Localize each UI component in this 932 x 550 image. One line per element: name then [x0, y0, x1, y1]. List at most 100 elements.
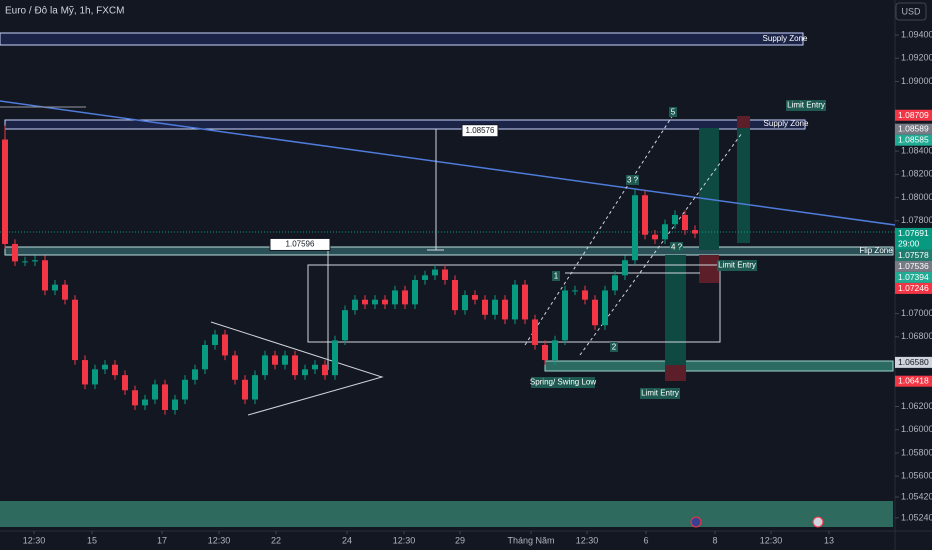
label-box: [531, 377, 595, 388]
candle-body: [562, 290, 568, 341]
x-tick-label: 12:30: [208, 535, 231, 545]
limit-entry-label: Limit Entry: [718, 261, 756, 270]
candle-body: [322, 364, 328, 376]
y-tick-label: 1.08400: [901, 146, 932, 156]
price-tag-label: 1.08585: [898, 135, 929, 145]
wave-label: 2: [612, 343, 617, 352]
y-tick-label: 1.06800: [901, 331, 932, 341]
price-tag-label: 1.07394: [898, 272, 929, 282]
y-tick-label: 1.08000: [901, 192, 932, 202]
candle-body: [512, 284, 518, 320]
price-tag: [895, 271, 932, 283]
label-box: [640, 388, 680, 399]
candle-body: [362, 299, 368, 305]
candle-body: [312, 364, 318, 370]
candle-body: [272, 355, 278, 365]
candle-body: [202, 344, 208, 370]
x-tick-label: 13: [824, 535, 834, 545]
swing-low-label: Spring/ Swing Low: [530, 378, 596, 387]
price-tag: [895, 249, 932, 261]
candle-body: [632, 195, 638, 261]
candle-body: [252, 375, 258, 400]
x-tick-label: 6: [643, 535, 648, 545]
event-icon[interactable]: [690, 516, 702, 528]
supply-zone: [4, 119, 806, 130]
x-tick-label: 12:30: [393, 535, 416, 545]
candle-body: [172, 399, 178, 410]
candle-body: [442, 269, 448, 280]
candle-body: [692, 230, 698, 234]
x-tick-label: 22: [271, 535, 281, 545]
candle-body: [182, 379, 188, 400]
price-tag: [895, 227, 932, 250]
candle-body: [502, 299, 508, 320]
candle-body: [392, 290, 398, 305]
price-tag: [895, 260, 932, 272]
event-icon[interactable]: [812, 516, 824, 528]
candle-body: [2, 139, 8, 244]
currency-button[interactable]: [895, 2, 927, 21]
y-tick-label: 1.07000: [901, 308, 932, 318]
symbol-title: Euro / Đô la Mỹ, 1h, FXCM: [5, 6, 124, 17]
wave-label: 1: [554, 272, 559, 281]
price-tag-label: 1.07536: [898, 261, 929, 271]
price-tag-label: 1.07578: [898, 250, 929, 260]
x-tick-label: 12:30: [23, 535, 46, 545]
channel-line: [524, 111, 676, 346]
y-tick-label: 1.09400: [901, 29, 932, 39]
candle-body: [222, 334, 228, 356]
long-stop: [665, 365, 686, 381]
candle-body: [102, 364, 108, 370]
y-tick-label: 1.09000: [901, 76, 932, 86]
y-tick-label: 1.09200: [901, 53, 932, 63]
candle-body: [42, 260, 48, 291]
price-tag-label: 1.08589: [898, 124, 929, 134]
candle-body: [292, 355, 298, 376]
price-tag: [895, 375, 932, 387]
y-tick-label: 1.07800: [901, 215, 932, 225]
candle-body: [462, 295, 468, 311]
candle-body: [232, 355, 238, 380]
currency-label[interactable]: USD: [901, 6, 921, 16]
candle-body: [452, 279, 458, 311]
candle-body: [552, 340, 558, 361]
price-tag-label: 1.07691: [898, 228, 929, 238]
label-box: [626, 175, 639, 185]
price-tag-label: 1.06418: [898, 376, 929, 386]
zone-label: Supply Zone: [763, 34, 808, 43]
candle-body: [412, 279, 418, 305]
channel-line: [579, 132, 743, 356]
candle-body: [162, 384, 168, 410]
candle-body: [82, 360, 88, 385]
measure-label-box: [461, 124, 499, 138]
candle-body: [532, 319, 538, 345]
candle-body: [652, 234, 658, 240]
y-tick-label: 1.06000: [901, 424, 932, 434]
candle-body: [112, 364, 118, 376]
price-tag-label: 1.06580: [898, 357, 929, 367]
long-stop: [699, 255, 719, 283]
measure-label: 1.07596: [286, 240, 315, 249]
x-tick-label: 8: [712, 535, 717, 545]
measure-label-box: [269, 237, 331, 251]
price-tag: [895, 134, 932, 146]
candle-body: [52, 284, 58, 291]
candle-body: [402, 290, 408, 305]
candle-body: [592, 299, 598, 326]
candle-body: [682, 214, 688, 231]
candle-body: [372, 299, 378, 305]
label-box: [552, 271, 560, 281]
price-tag-label: 1.07246: [898, 283, 929, 293]
candle-body: [432, 269, 438, 276]
x-tick-label: 17: [157, 535, 167, 545]
zone-label: Flip Zone: [859, 246, 893, 255]
candle-body: [542, 344, 548, 361]
candle-body: [142, 399, 148, 406]
candle-body: [422, 275, 428, 280]
x-tick-label: 15: [87, 535, 97, 545]
long-target: [737, 128, 750, 243]
candle-body: [622, 260, 628, 276]
x-tick-label: 24: [342, 535, 352, 545]
limit-entry-label: Limit Entry: [787, 101, 825, 110]
candle-body: [72, 299, 78, 361]
